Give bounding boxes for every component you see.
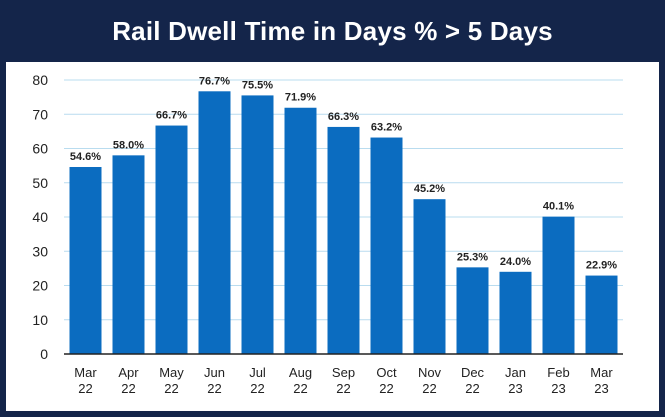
y-tick-label: 70 — [32, 106, 48, 122]
bar — [112, 155, 145, 354]
x-tick-label: May — [159, 365, 184, 380]
x-tick-label: 23 — [508, 381, 522, 396]
data-label: 45.2% — [414, 183, 445, 195]
bar — [585, 275, 618, 354]
x-tick-label: 22 — [293, 381, 307, 396]
bar — [327, 126, 360, 354]
data-label: 76.7% — [199, 75, 230, 87]
bar — [69, 166, 102, 354]
data-label: 22.9% — [586, 260, 617, 272]
x-axis-labels: Mar22Apr22May22Jun22Jul22Aug22Sep22Oct22… — [74, 365, 613, 396]
x-tick-label: Apr — [118, 365, 139, 380]
bar — [456, 267, 489, 354]
y-axis-labels: 0 10 20 30 40 50 60 70 80 — [32, 72, 48, 362]
bar — [284, 107, 317, 355]
x-tick-label: Mar — [74, 365, 97, 380]
y-tick-label: 10 — [32, 312, 48, 328]
data-label: 75.5% — [242, 79, 273, 91]
x-tick-label: 22 — [250, 381, 264, 396]
x-tick-label: Jul — [249, 365, 266, 380]
y-tick-label: 40 — [32, 209, 48, 225]
bar — [198, 91, 231, 355]
x-tick-label: Feb — [547, 365, 569, 380]
y-tick-label: 80 — [32, 72, 48, 88]
data-labels: 54.6% 58.0% 66.7% 76.7% 75.5% 71.9% 66.3% 63.2%… — [70, 75, 617, 271]
x-tick-label: 23 — [594, 381, 608, 396]
x-tick-label: 22 — [164, 381, 178, 396]
x-tick-label: 22 — [336, 381, 350, 396]
bar — [542, 216, 575, 354]
x-tick-label: Aug — [289, 365, 312, 380]
x-tick-label: 22 — [422, 381, 436, 396]
y-tick-label: 60 — [32, 141, 48, 157]
x-tick-label: Oct — [376, 365, 397, 380]
bar — [370, 137, 403, 354]
x-tick-label: Mar — [590, 365, 613, 380]
y-tick-label: 30 — [32, 243, 48, 259]
y-tick-label: 20 — [32, 278, 48, 294]
data-label: 40.1% — [543, 201, 574, 213]
x-tick-label: Jun — [204, 365, 225, 380]
data-label: 66.3% — [328, 111, 359, 123]
bar — [155, 125, 188, 354]
bar — [413, 199, 446, 354]
bar — [499, 271, 532, 354]
x-tick-label: Jan — [505, 365, 526, 380]
y-tick-label: 0 — [40, 346, 48, 362]
x-tick-label: 22 — [465, 381, 479, 396]
x-tick-label: 22 — [121, 381, 135, 396]
x-tick-label: Nov — [418, 365, 442, 380]
data-label: 24.0% — [500, 256, 531, 268]
data-label: 54.6% — [70, 151, 101, 163]
bar — [241, 95, 274, 354]
chart-title: Rail Dwell Time in Days % > 5 Days — [0, 0, 665, 62]
data-label: 63.2% — [371, 122, 402, 134]
bars — [69, 91, 618, 355]
data-label: 25.3% — [457, 251, 488, 263]
x-tick-label: Dec — [461, 365, 485, 380]
data-label: 71.9% — [285, 92, 316, 104]
x-tick-label: Sep — [332, 365, 355, 380]
x-tick-label: 22 — [379, 381, 393, 396]
data-label: 66.7% — [156, 110, 187, 122]
data-label: 58.0% — [113, 139, 144, 151]
x-tick-label: 22 — [207, 381, 221, 396]
x-tick-label: 23 — [551, 381, 565, 396]
x-tick-label: 22 — [78, 381, 92, 396]
y-tick-label: 50 — [32, 175, 48, 191]
